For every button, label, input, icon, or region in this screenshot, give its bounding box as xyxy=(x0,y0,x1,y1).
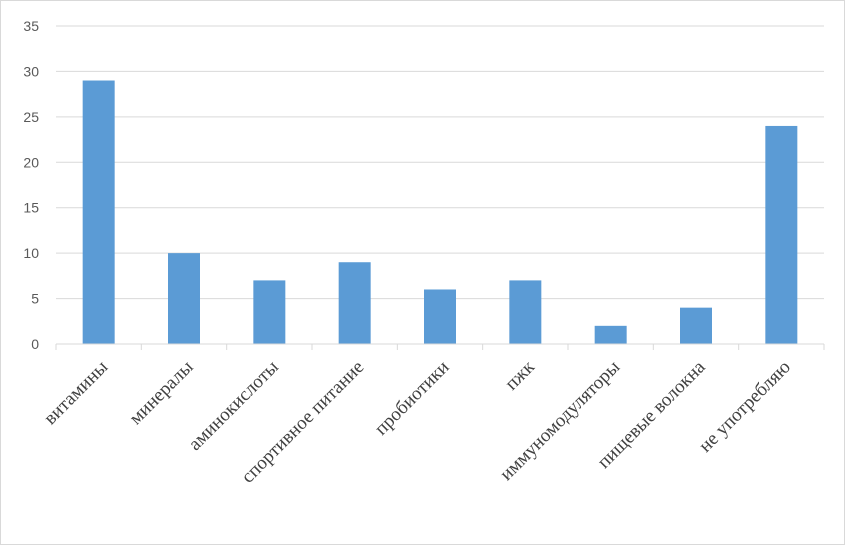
bar xyxy=(338,262,371,344)
bar xyxy=(82,80,115,344)
bar xyxy=(168,253,200,344)
bar xyxy=(253,280,286,344)
bar xyxy=(509,280,542,344)
y-tick-label: 25 xyxy=(23,109,39,125)
y-tick-label: 10 xyxy=(23,245,39,261)
bar xyxy=(594,325,627,344)
bar xyxy=(680,307,712,344)
x-tick-label: витамины xyxy=(40,357,112,429)
x-tick-label: пробиотики xyxy=(371,357,454,440)
y-tick-label: 15 xyxy=(23,200,39,216)
x-tick-label: аминокислоты xyxy=(185,357,283,455)
bars xyxy=(82,80,798,344)
bar xyxy=(424,289,456,344)
y-tick-label: 20 xyxy=(23,154,39,170)
y-tick-label: 35 xyxy=(23,18,39,34)
x-axis xyxy=(55,343,825,350)
x-tick-label: минералы xyxy=(125,357,197,429)
y-tick-label: 0 xyxy=(31,336,39,352)
y-tick-label: 5 xyxy=(31,291,39,307)
y-axis-tick-labels: 0 5 10 15 20 25 30 35 xyxy=(23,18,39,352)
y-tick-label: 30 xyxy=(23,63,39,79)
x-tick-label: пжк xyxy=(501,356,539,394)
x-tick-label: не употребляю xyxy=(695,357,795,457)
bar xyxy=(765,125,798,344)
